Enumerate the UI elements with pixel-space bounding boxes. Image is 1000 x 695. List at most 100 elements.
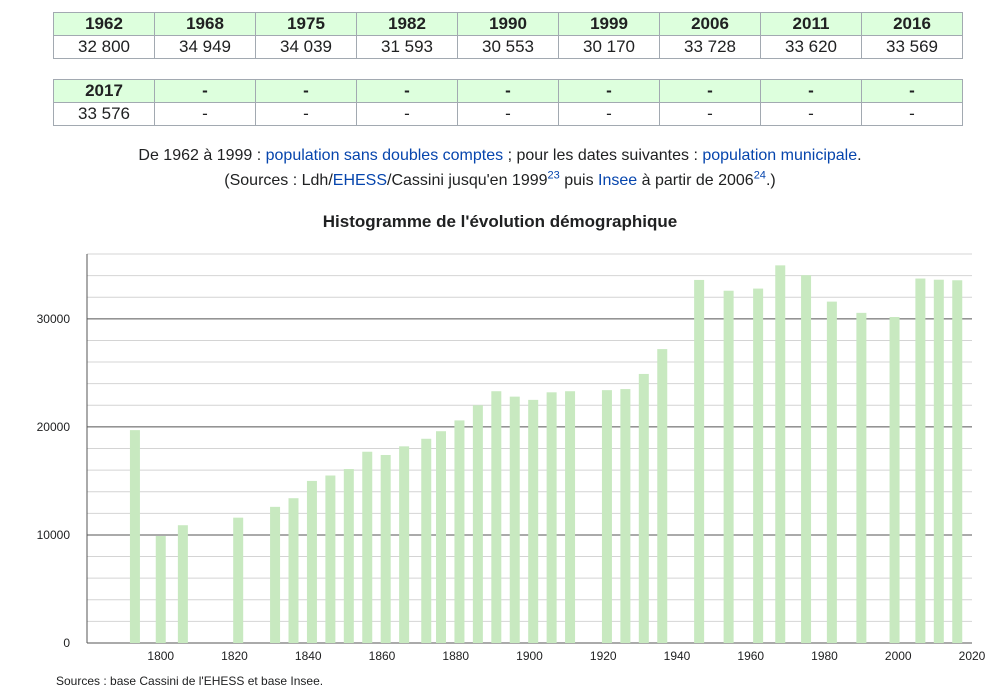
value-cell: - xyxy=(861,102,963,126)
value-cell: 34 039 xyxy=(255,35,357,59)
bar xyxy=(472,405,483,643)
x-tick-label: 2020 xyxy=(959,649,986,663)
note-text: (Sources : Ldh/ xyxy=(224,172,333,189)
x-tick-label: 1940 xyxy=(664,649,691,663)
chart-title: Histogramme de l'évolution démographique xyxy=(322,212,678,231)
value-cell: 33 569 xyxy=(861,35,963,59)
bar xyxy=(306,480,317,643)
population-table-2: 2017 - - - - - - - - 33 576 - - - - - - … xyxy=(53,79,963,126)
year-cell: - xyxy=(861,79,963,103)
bar xyxy=(826,301,837,643)
x-tick-label: 1840 xyxy=(295,649,322,663)
bar xyxy=(343,469,354,643)
link-ehess[interactable]: EHESS xyxy=(332,172,388,189)
bar xyxy=(454,420,465,643)
link-population-municipale[interactable]: population municipale xyxy=(702,147,858,164)
value-cell: - xyxy=(760,102,862,126)
year-cell: 2017 xyxy=(53,79,155,103)
value-cell: 34 949 xyxy=(154,35,256,59)
y-tick-label: 20000 xyxy=(37,420,71,434)
x-tick-label: 1980 xyxy=(811,649,838,663)
footnote-ref-24[interactable]: 24 xyxy=(753,169,766,182)
year-cell: - xyxy=(457,79,559,103)
value-row: 33 576 - - - - - - - - xyxy=(53,102,963,126)
bar xyxy=(491,391,502,643)
year-cell: - xyxy=(356,79,458,103)
value-cell: - xyxy=(659,102,761,126)
year-row: 2017 - - - - - - - - xyxy=(53,79,963,103)
value-cell: 33 620 xyxy=(760,35,862,59)
value-cell: - xyxy=(154,102,256,126)
value-row: 32 800 34 949 34 039 31 593 30 553 30 17… xyxy=(53,35,963,59)
bar xyxy=(952,280,963,643)
bar xyxy=(380,454,391,643)
y-tick-label: 10000 xyxy=(37,528,71,542)
bar xyxy=(638,373,649,643)
x-tick-label: 1960 xyxy=(737,649,764,663)
bar xyxy=(436,431,446,643)
bar xyxy=(694,279,705,643)
bar xyxy=(399,446,410,643)
bar xyxy=(620,389,631,643)
value-cell: 30 553 xyxy=(457,35,559,59)
x-tick-label: 1820 xyxy=(221,649,248,663)
value-cell: - xyxy=(457,102,559,126)
value-cell: - xyxy=(255,102,357,126)
value-cell: 32 800 xyxy=(53,35,155,59)
bar xyxy=(325,475,336,643)
population-table-1: 1962 1968 1975 1982 1990 1999 2006 2011 … xyxy=(53,12,963,59)
footnote-ref-23[interactable]: 23 xyxy=(547,169,560,182)
note-text: ; pour les dates suivantes : xyxy=(503,147,703,164)
bar xyxy=(856,312,867,643)
year-cell: 1968 xyxy=(154,12,256,36)
bar xyxy=(155,536,166,643)
x-tick-label: 2000 xyxy=(885,649,912,663)
bar xyxy=(421,438,432,643)
population-bar-chart: 0 10000 20000 30000 1800 1820 1840 1860 1880 1900… xyxy=(37,253,986,663)
year-cell: 1990 xyxy=(457,12,559,36)
note-text: /Cassini jusqu'en 1999 xyxy=(387,172,548,189)
sources-note: (Sources : Ldh/EHESS/Cassini jusqu'en 19… xyxy=(0,168,1000,193)
year-cell: 1982 xyxy=(356,12,458,36)
y-tick-label: 30000 xyxy=(37,312,71,326)
x-tick-label: 1880 xyxy=(442,649,469,663)
year-cell: - xyxy=(558,79,660,103)
value-cell: 30 170 xyxy=(558,35,660,59)
link-insee[interactable]: Insee xyxy=(598,172,638,189)
bar xyxy=(270,506,281,643)
y-tick-label: 0 xyxy=(63,636,70,650)
note-text: . xyxy=(857,147,862,164)
population-note: De 1962 à 1999 : population sans doubles… xyxy=(0,143,1000,168)
bar xyxy=(528,399,539,643)
year-cell: 1999 xyxy=(558,12,660,36)
bar xyxy=(775,265,786,643)
x-tick-label: 1920 xyxy=(590,649,617,663)
bar xyxy=(362,451,373,643)
x-tick-label: 1860 xyxy=(369,649,396,663)
year-cell: - xyxy=(154,79,256,103)
bar xyxy=(933,279,944,643)
year-cell: - xyxy=(760,79,862,103)
value-cell: 31 593 xyxy=(356,35,458,59)
year-cell: 2016 xyxy=(861,12,963,36)
chart-sources: Sources : base Cassini de l'EHESS et bas… xyxy=(56,674,324,688)
bar xyxy=(546,392,557,643)
bar xyxy=(565,391,576,643)
note-text: De 1962 à 1999 : xyxy=(138,147,266,164)
year-cell: 2011 xyxy=(760,12,862,36)
bar xyxy=(889,316,900,643)
value-cell: 33 576 xyxy=(53,102,155,126)
bar xyxy=(509,396,520,643)
bar xyxy=(753,288,764,643)
year-cell: 1962 xyxy=(53,12,155,36)
link-population-sans-doubles-comptes[interactable]: population sans doubles comptes xyxy=(265,147,504,164)
year-cell: 1975 xyxy=(255,12,357,36)
bar xyxy=(723,290,734,643)
value-cell: - xyxy=(558,102,660,126)
note-text: à partir de 2006 xyxy=(637,172,754,189)
bar xyxy=(177,525,188,643)
value-cell: - xyxy=(356,102,458,126)
year-row: 1962 1968 1975 1982 1990 1999 2006 2011 … xyxy=(53,12,963,36)
x-tick-label: 1900 xyxy=(516,649,543,663)
bar xyxy=(129,430,140,643)
